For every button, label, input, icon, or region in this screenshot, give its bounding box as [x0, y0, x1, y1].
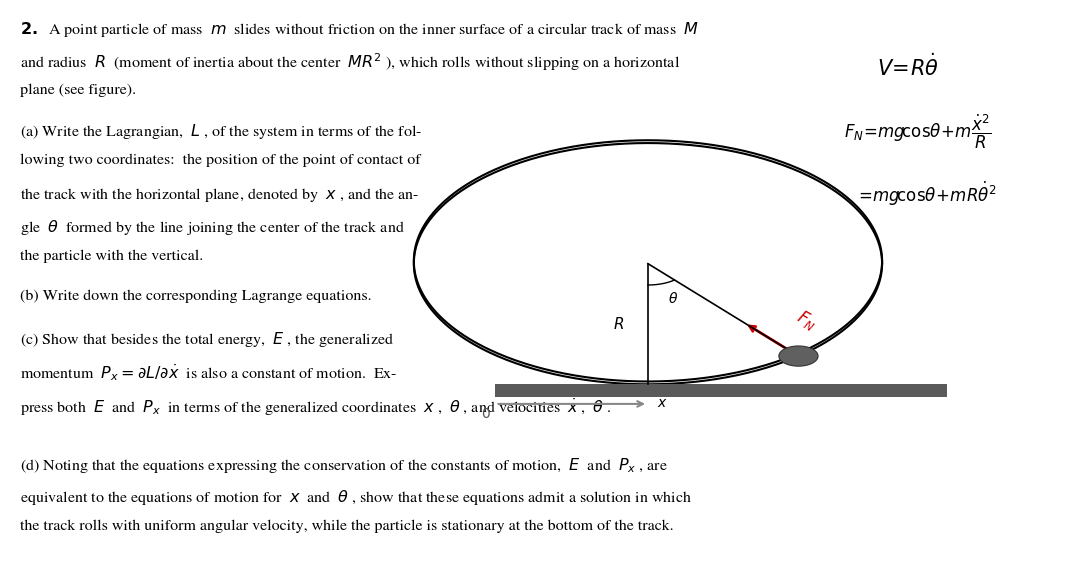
Text: $\theta$: $\theta$ [668, 291, 677, 306]
Text: (c) Show that besides the total energy,  $E$ , the generalized: (c) Show that besides the total energy, … [20, 330, 393, 350]
Circle shape [779, 346, 818, 366]
Text: $=\!mg\!\cos\!\theta\!+\!mR\dot{\theta}^2$: $=\!mg\!\cos\!\theta\!+\!mR\dot{\theta}^… [855, 180, 996, 208]
Text: momentum  $P_x = \partial L / \partial \dot{x}$  is also a constant of motion.  : momentum $P_x = \partial L / \partial \d… [20, 362, 397, 383]
Bar [495, 384, 947, 397]
Text: $\mathbf{2.}$  A point particle of mass  $m$  slides without friction on the inn: $\mathbf{2.}$ A point particle of mass $… [20, 20, 698, 39]
Text: $V\!=\!R\dot{\theta}$: $V\!=\!R\dot{\theta}$ [877, 53, 939, 80]
Text: (b) Write down the corresponding Lagrange equations.: (b) Write down the corresponding Lagrang… [20, 290, 371, 304]
Text: $F_N$: $F_N$ [793, 307, 821, 334]
Text: (d) Noting that the equations expressing the conservation of the constants of mo: (d) Noting that the equations expressing… [20, 456, 668, 475]
Text: 0: 0 [481, 407, 490, 421]
Text: $F_N\!=\!mg\!\cos\!\theta\!+\!m\dfrac{\dot{x}^2}{R}$: $F_N\!=\!mg\!\cos\!\theta\!+\!m\dfrac{\d… [844, 112, 991, 150]
Text: (a) Write the Lagrangian,  $L$ , of the system in terms of the fol-: (a) Write the Lagrangian, $L$ , of the s… [20, 122, 421, 141]
Text: the track with the horizontal plane, denoted by  $x$ , and the an-: the track with the horizontal plane, den… [20, 186, 419, 204]
Text: $x$: $x$ [657, 398, 668, 410]
Text: the track rolls with uniform angular velocity, while the particle is stationary : the track rolls with uniform angular vel… [20, 519, 673, 533]
Text: press both  $E$  and  $P_x$  in terms of the generalized coordinates  $x$ ,  $\t: press both $E$ and $P_x$ in terms of the… [20, 394, 611, 419]
Text: gle  $\theta$  formed by the line joining the center of the track and: gle $\theta$ formed by the line joining … [20, 218, 404, 237]
Text: $R$: $R$ [613, 316, 624, 332]
Text: the particle with the vertical.: the particle with the vertical. [20, 250, 203, 263]
Text: equivalent to the equations of motion for  $x$  and  $\theta$ , show that these : equivalent to the equations of motion fo… [20, 488, 692, 507]
Text: plane (see figure).: plane (see figure). [20, 84, 136, 97]
Text: lowing two coordinates:  the position of the point of contact of: lowing two coordinates: the position of … [20, 154, 420, 167]
Text: and radius  $R$  (moment of inertia about the center  $MR^2$ ), which rolls with: and radius $R$ (moment of inertia about … [20, 52, 680, 73]
